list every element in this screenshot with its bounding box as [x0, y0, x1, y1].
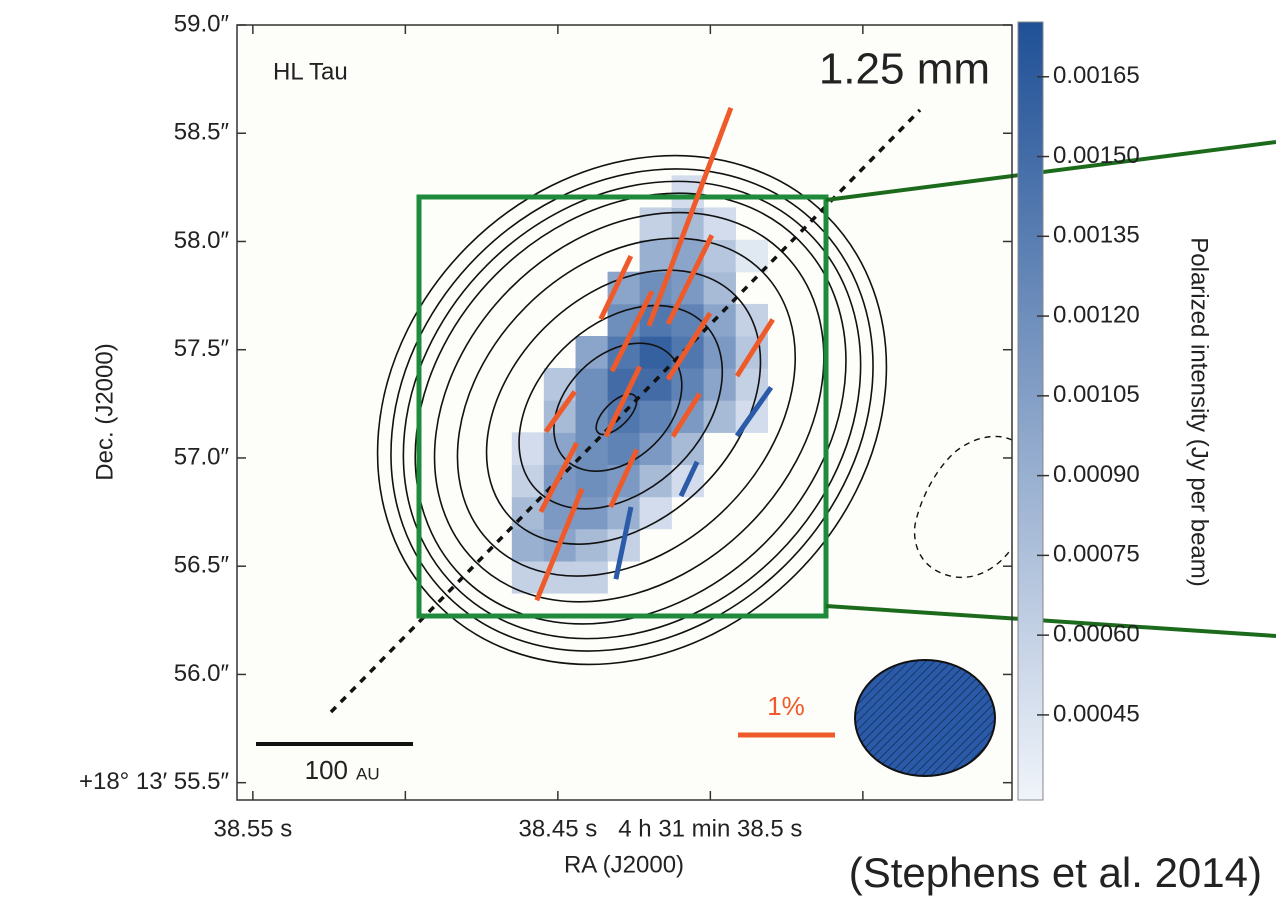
x-tick-label: 38.45 s [518, 815, 597, 842]
y-tick-label: 59.0″ [174, 10, 230, 37]
wavelength-label: 1.25 mm [819, 45, 990, 94]
x-tick-label: 38.55 s [213, 815, 292, 842]
pixel [576, 561, 608, 594]
beam [855, 660, 995, 776]
y-tick-label: 58.5″ [174, 119, 230, 146]
pixel [672, 432, 704, 465]
pixel [704, 400, 736, 433]
colorbar [1018, 22, 1043, 800]
citation: (Stephens et al. 2014) [849, 849, 1262, 896]
pixel [576, 368, 608, 401]
y-tick-label: 57.5″ [174, 335, 230, 362]
pixel [576, 529, 608, 562]
colorbar-tick-label: 0.00075 [1053, 541, 1140, 568]
figure: HL Tau 1.25 mm (Stephens et al. 2014) RA… [0, 0, 1276, 902]
pixel [640, 432, 672, 465]
distance-bar-unit: AU [356, 764, 380, 783]
pixel [640, 368, 672, 401]
y-axis-label: Dec. (J2000) [91, 343, 118, 480]
x-tick-label: 4 h 31 min 38.5 s [618, 815, 802, 842]
x-axis-label: RA (J2000) [564, 851, 684, 878]
colorbar-tick-label: 0.00135 [1053, 222, 1140, 249]
colorbar-tick-label: 0.00045 [1053, 700, 1140, 727]
y-tick-label: +18° 13′ 55.5″ [79, 768, 230, 795]
colorbar-tick-label: 0.00150 [1053, 142, 1140, 169]
y-tick-label: 58.0″ [174, 227, 230, 254]
scale-bar-label: 1% [767, 691, 805, 721]
y-tick-label: 56.5″ [174, 552, 230, 579]
distance-bar-value: 100 [305, 755, 348, 785]
colorbar-label: Polarized intensity (Jy per beam) [1186, 237, 1213, 586]
pixel [576, 336, 608, 369]
colorbar-tick-label: 0.00165 [1053, 62, 1140, 89]
object-label: HL Tau [273, 58, 348, 85]
pixel [576, 400, 608, 433]
pixel [736, 240, 768, 273]
pixel [576, 497, 608, 530]
y-tick-label: 57.0″ [174, 443, 230, 470]
colorbar-tick-label: 0.00090 [1053, 461, 1140, 488]
pixel [704, 272, 736, 305]
colorbar-tick-label: 0.00105 [1053, 381, 1140, 408]
colorbar-tick-label: 0.00120 [1053, 301, 1140, 328]
pixel [640, 240, 672, 273]
pixel [512, 529, 544, 562]
colorbar-tick-label: 0.00060 [1053, 620, 1140, 647]
pixel [512, 432, 544, 465]
pixel [576, 432, 608, 465]
pixel [640, 497, 672, 530]
y-tick-label: 56.0″ [174, 660, 230, 687]
pixel [704, 207, 736, 240]
